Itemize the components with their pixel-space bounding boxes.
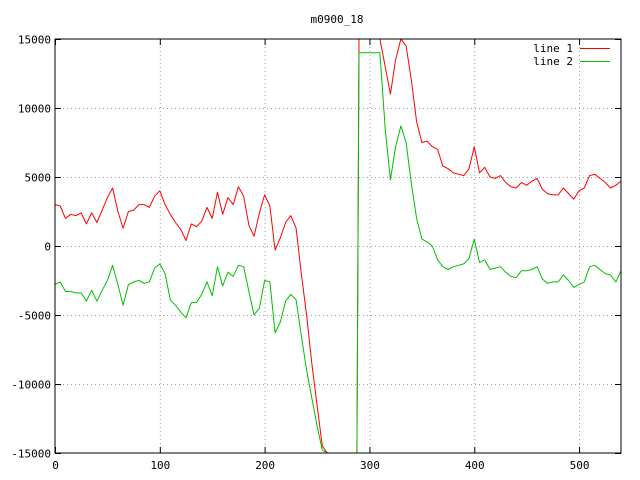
x-tick-label: 100: [150, 459, 170, 472]
x-tick-label: 400: [465, 459, 485, 472]
legend-label-2: line 2: [533, 55, 573, 68]
x-tick-label: 200: [255, 459, 275, 472]
series-line-2: [55, 52, 621, 453]
axis-ticks: [55, 39, 621, 454]
y-tick-label: 10000: [18, 103, 51, 116]
y-tick-label: -5000: [18, 310, 51, 323]
legend-label-1: line 1: [533, 42, 573, 55]
x-axis-tick-labels: 0 100 200 300 400 500: [52, 459, 589, 472]
series-line-1: [55, 39, 621, 453]
y-tick-label: 5000: [25, 172, 52, 185]
y-tick-label: -10000: [11, 379, 51, 392]
x-tick-label: 500: [570, 459, 590, 472]
y-axis-tick-labels: -15000 -10000 -5000 0 5000 10000 15000: [11, 34, 51, 461]
series-layer: [55, 39, 621, 453]
y-tick-label: 15000: [18, 34, 51, 47]
x-tick-label: 300: [360, 459, 380, 472]
y-tick-label: 0: [44, 241, 51, 254]
y-tick-label: -15000: [11, 448, 51, 461]
x-tick-label: 0: [52, 459, 59, 472]
chart-title: m0900_18: [311, 13, 364, 26]
grid: [55, 39, 621, 453]
